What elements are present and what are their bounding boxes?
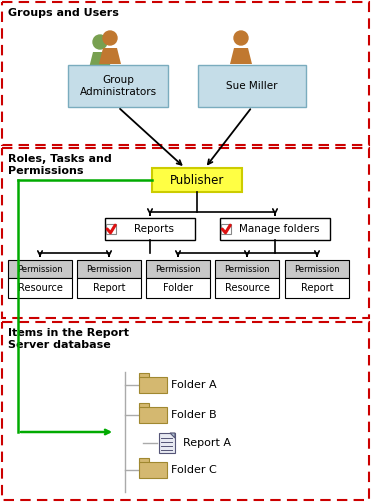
Text: Group
Administrators: Group Administrators [79,75,157,97]
Bar [146,278,210,298]
Bar [221,224,231,234]
Text: Folder: Folder [163,283,193,293]
Text: Resource: Resource [17,283,62,293]
Bar [198,65,306,107]
Text: Sue Miller: Sue Miller [226,81,278,91]
Text: Roles, Tasks and
Permissions: Roles, Tasks and Permissions [8,154,112,177]
Bar [146,260,210,278]
Bar [77,260,141,278]
Bar [106,224,116,234]
Text: Manage folders: Manage folders [239,224,319,234]
Bar [2,148,369,318]
Bar [139,373,149,378]
Bar [285,278,349,298]
Bar [159,433,175,453]
Bar [77,278,141,298]
Text: Publisher: Publisher [170,174,224,187]
Polygon shape [170,433,175,438]
Bar [2,322,369,500]
Bar [139,377,167,393]
Text: Resource: Resource [224,283,269,293]
Text: Report: Report [301,283,333,293]
Bar [139,462,167,478]
Text: Permission: Permission [155,265,201,274]
Polygon shape [89,52,111,68]
Text: Report A: Report A [183,438,231,448]
Bar [215,278,279,298]
Text: Permission: Permission [294,265,340,274]
Bar [152,168,242,192]
Bar [139,403,149,408]
Bar [68,65,168,107]
Text: Report: Report [93,283,125,293]
Bar [285,260,349,278]
Polygon shape [230,48,252,64]
Circle shape [103,31,117,45]
Bar [220,218,330,240]
Bar [8,278,72,298]
Bar [139,407,167,423]
Bar [8,260,72,278]
Text: Permission: Permission [17,265,63,274]
Bar [2,2,369,145]
Bar [105,218,195,240]
Bar [139,458,149,463]
Text: Folder B: Folder B [171,410,217,420]
Polygon shape [99,48,121,64]
Text: Reports: Reports [134,224,174,234]
Bar [215,260,279,278]
Text: Items in the Report
Server database: Items in the Report Server database [8,328,129,351]
Text: Folder A: Folder A [171,380,217,390]
Text: Folder C: Folder C [171,465,217,475]
Circle shape [234,31,248,45]
Text: Permission: Permission [224,265,270,274]
Circle shape [93,35,107,49]
Text: Permission: Permission [86,265,132,274]
Text: Groups and Users: Groups and Users [8,8,119,18]
